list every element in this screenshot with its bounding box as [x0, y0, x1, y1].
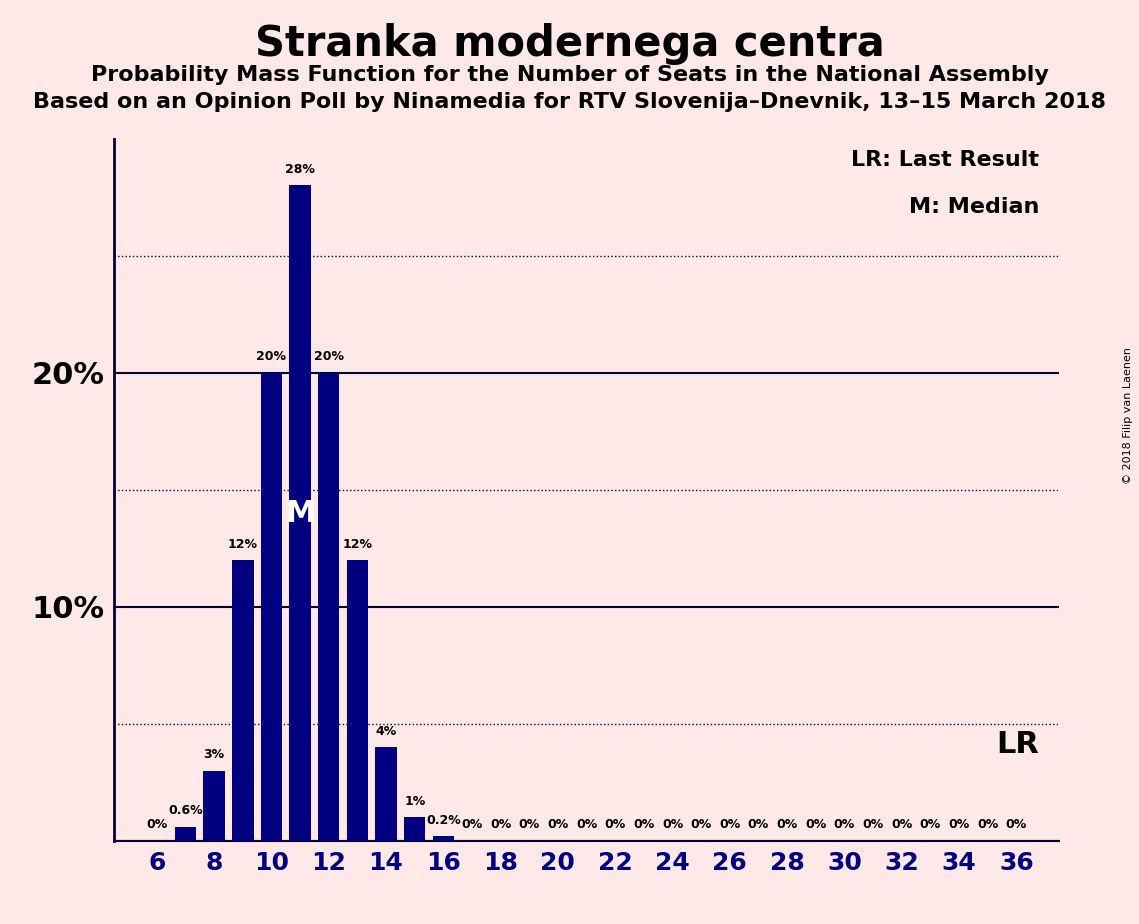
Text: 0%: 0%: [633, 819, 655, 832]
Text: 20%: 20%: [256, 350, 287, 363]
Text: 28%: 28%: [285, 163, 316, 176]
Text: 0%: 0%: [605, 819, 625, 832]
Bar: [318, 372, 339, 841]
Bar: [174, 827, 196, 841]
Text: Stranka modernega centra: Stranka modernega centra: [255, 23, 884, 65]
Text: 3%: 3%: [204, 748, 224, 761]
Text: 12%: 12%: [343, 538, 372, 551]
Text: 0%: 0%: [490, 819, 511, 832]
Text: LR: LR: [997, 730, 1039, 759]
Text: 0%: 0%: [146, 819, 167, 832]
Text: 0%: 0%: [576, 819, 597, 832]
Text: 0%: 0%: [719, 819, 740, 832]
Text: © 2018 Filip van Laenen: © 2018 Filip van Laenen: [1123, 347, 1133, 484]
Bar: [404, 818, 426, 841]
Text: M: Median: M: Median: [909, 197, 1039, 217]
Bar: [433, 836, 454, 841]
Text: 0%: 0%: [834, 819, 855, 832]
Bar: [261, 372, 282, 841]
Text: 4%: 4%: [376, 724, 396, 738]
Text: 0%: 0%: [777, 819, 797, 832]
Text: 0%: 0%: [518, 819, 540, 832]
Text: 0%: 0%: [662, 819, 683, 832]
Text: 0.2%: 0.2%: [426, 814, 460, 827]
Text: 0%: 0%: [891, 819, 912, 832]
Text: 0%: 0%: [548, 819, 568, 832]
Text: 0%: 0%: [805, 819, 827, 832]
Text: 20%: 20%: [313, 350, 344, 363]
Text: Based on an Opinion Poll by Ninamedia for RTV Slovenija–Dnevnik, 13–15 March 201: Based on an Opinion Poll by Ninamedia fo…: [33, 92, 1106, 113]
Text: 0%: 0%: [977, 819, 998, 832]
Text: LR: Last Result: LR: Last Result: [851, 151, 1039, 170]
Bar: [346, 560, 368, 841]
Text: 12%: 12%: [228, 538, 257, 551]
Text: 0%: 0%: [919, 819, 941, 832]
Bar: [289, 186, 311, 841]
Text: Probability Mass Function for the Number of Seats in the National Assembly: Probability Mass Function for the Number…: [91, 65, 1048, 85]
Bar: [376, 748, 396, 841]
Bar: [232, 560, 254, 841]
Text: 1%: 1%: [404, 795, 425, 808]
Text: 0.6%: 0.6%: [169, 805, 203, 818]
Bar: [204, 771, 224, 841]
Text: 0%: 0%: [949, 819, 969, 832]
Text: 0%: 0%: [461, 819, 483, 832]
Text: 0%: 0%: [862, 819, 884, 832]
Text: 0%: 0%: [690, 819, 712, 832]
Text: 0%: 0%: [1006, 819, 1027, 832]
Text: M: M: [285, 499, 316, 528]
Text: 0%: 0%: [748, 819, 769, 832]
